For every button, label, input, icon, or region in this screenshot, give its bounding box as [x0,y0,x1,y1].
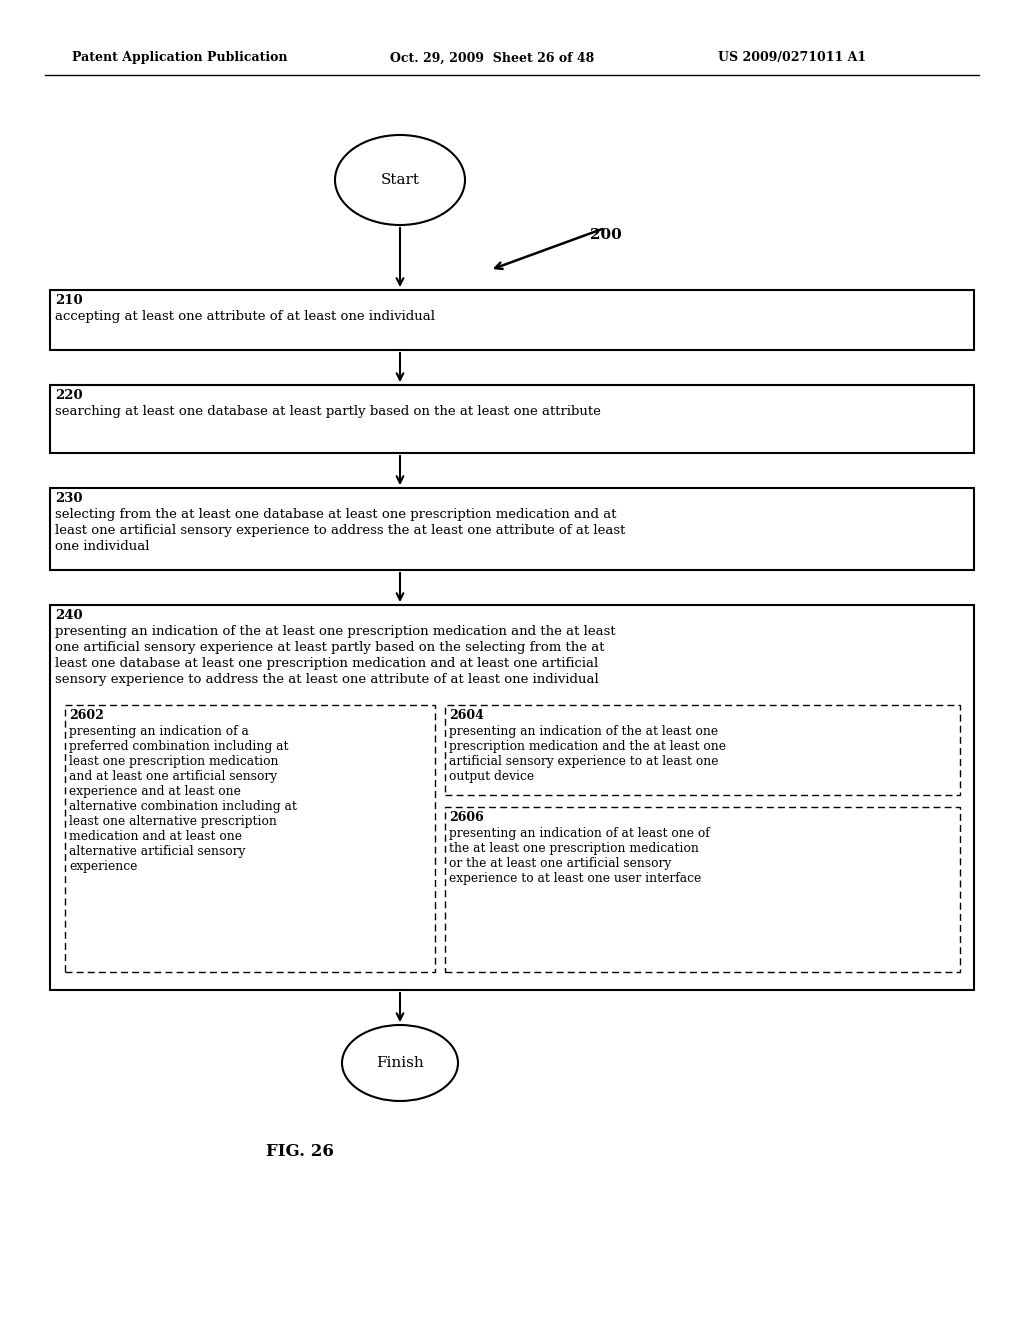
Bar [50,605,974,990]
Text: 240: 240 [55,609,83,622]
Text: Oct. 29, 2009  Sheet 26 of 48: Oct. 29, 2009 Sheet 26 of 48 [390,51,594,65]
Text: 230: 230 [55,492,83,506]
Text: US 2009/0271011 A1: US 2009/0271011 A1 [718,51,866,65]
Text: least one alternative prescription: least one alternative prescription [69,814,276,828]
Text: or the at least one artificial sensory: or the at least one artificial sensory [449,857,672,870]
Text: Finish: Finish [376,1056,424,1071]
Text: least one prescription medication: least one prescription medication [69,755,279,768]
Text: sensory experience to address the at least one attribute of at least one individ: sensory experience to address the at lea… [55,673,599,686]
Text: presenting an indication of a: presenting an indication of a [69,725,249,738]
Text: experience: experience [69,861,137,873]
Text: presenting an indication of the at least one: presenting an indication of the at least… [449,725,718,738]
Text: one artificial sensory experience at least partly based on the selecting from th: one artificial sensory experience at lea… [55,642,604,653]
Text: FIG. 26: FIG. 26 [266,1143,334,1159]
Text: prescription medication and the at least one: prescription medication and the at least… [449,741,726,752]
Bar [50,385,974,453]
Text: and at least one artificial sensory: and at least one artificial sensory [69,770,278,783]
Text: one individual: one individual [55,540,150,553]
Text: least one database at least one prescription medication and at least one artific: least one database at least one prescrip… [55,657,598,671]
Bar [50,488,974,570]
Text: preferred combination including at: preferred combination including at [69,741,289,752]
Text: 200: 200 [590,228,622,242]
Text: searching at least one database at least partly based on the at least one attrib: searching at least one database at least… [55,405,601,418]
Text: least one artificial sensory experience to address the at least one attribute of: least one artificial sensory experience … [55,524,626,537]
Text: 210: 210 [55,294,83,308]
Text: output device: output device [449,770,535,783]
Text: presenting an indication of the at least one prescription medication and the at : presenting an indication of the at least… [55,624,615,638]
Bar [50,290,974,350]
Text: alternative artificial sensory: alternative artificial sensory [69,845,246,858]
Text: experience to at least one user interface: experience to at least one user interfac… [449,873,701,884]
Bar [445,705,961,795]
Text: Patent Application Publication: Patent Application Publication [72,51,288,65]
Text: presenting an indication of at least one of: presenting an indication of at least one… [449,828,710,840]
Text: 2602: 2602 [69,709,103,722]
Text: alternative combination including at: alternative combination including at [69,800,297,813]
Text: 2606: 2606 [449,810,483,824]
Bar [445,807,961,972]
Bar [65,705,435,972]
Text: 2604: 2604 [449,709,484,722]
Text: the at least one prescription medication: the at least one prescription medication [449,842,698,855]
Text: medication and at least one: medication and at least one [69,830,242,843]
Text: experience and at least one: experience and at least one [69,785,241,799]
Text: 220: 220 [55,389,83,403]
Text: artificial sensory experience to at least one: artificial sensory experience to at leas… [449,755,719,768]
Text: accepting at least one attribute of at least one individual: accepting at least one attribute of at l… [55,310,435,323]
Text: selecting from the at least one database at least one prescription medication an: selecting from the at least one database… [55,508,616,521]
Text: Start: Start [381,173,420,187]
